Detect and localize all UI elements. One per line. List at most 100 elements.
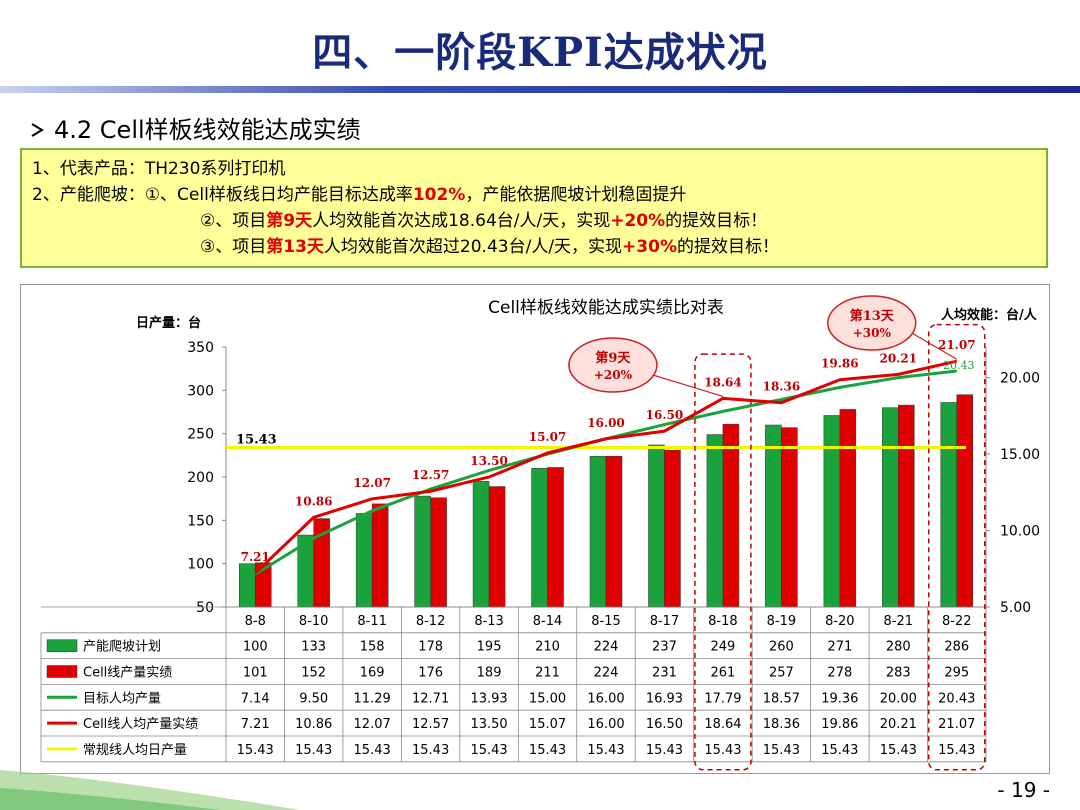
bar-actual <box>605 455 623 608</box>
callout-day: 第9天 <box>595 350 631 366</box>
bar-actual <box>664 449 681 608</box>
table-cell: 16.50 <box>646 717 683 732</box>
table-cell: 260 <box>769 640 794 655</box>
category-label: 8-14 <box>533 614 563 629</box>
table-cell: 261 <box>711 666 736 681</box>
table-cell: 169 <box>360 666 385 681</box>
point-label: 15.07 <box>529 430 567 444</box>
bar-plan <box>238 563 256 608</box>
chart-panel: Cell样板线效能达成实绩比对表 日产量：台 人均效能：台/人 350 300 250 20… <box>20 284 1050 774</box>
legend-label: 产能爬坡计划 <box>83 640 161 655</box>
table-cell: 211 <box>535 666 560 681</box>
table-cell: 295 <box>944 666 969 681</box>
bar-plan <box>531 468 548 608</box>
note-text: 的提效目标！ <box>676 237 779 257</box>
highlight-box <box>928 323 986 771</box>
bar-actual <box>898 404 915 608</box>
table-cell: 16.00 <box>587 717 624 732</box>
note-emphasis: +30% <box>622 237 677 257</box>
table-cell: 15.43 <box>587 743 624 758</box>
actual-line <box>254 359 958 575</box>
category-label: 8-8 <box>245 614 266 629</box>
bar-actual <box>839 409 857 608</box>
table-cell: 20.00 <box>880 691 917 706</box>
note-line-2: 2、产能爬坡：①、Cell样板线日均产能目标达成率102%，产能依据爬坡计划稳固… <box>32 182 1036 208</box>
bar-plan <box>823 415 841 608</box>
point-label: 19.86 <box>821 357 859 371</box>
left-tick-label: 200 <box>187 470 214 486</box>
section-title: 4.2 Cell样板线效能达成实绩 <box>54 116 361 144</box>
note-line-4: ③、项目第13天人均效能首次超过20.43台/人/天，实现+30%的提效目标！ <box>32 234 1036 260</box>
summary-note: 1、代表产品：TH230系列打印机 2、产能爬坡：①、Cell样板线日均产能目标… <box>20 148 1048 268</box>
category-label: 8-11 <box>357 614 387 629</box>
table-cell: 178 <box>418 640 443 655</box>
category-label: 8-19 <box>767 614 797 629</box>
category-label: 8-13 <box>474 614 504 629</box>
right-tick-label: 5.00 <box>1000 600 1031 616</box>
table-cell: 15.43 <box>938 743 975 758</box>
right-tick-label: 20.00 <box>1000 371 1040 387</box>
left-tick-label: 350 <box>187 340 214 356</box>
table-cell: 249 <box>711 640 736 655</box>
callout-bubble <box>827 295 917 351</box>
highlight-box <box>694 353 752 771</box>
table-cell: 224 <box>594 640 619 655</box>
callout-pointer <box>652 374 724 397</box>
table-cell: 12.07 <box>354 717 391 732</box>
table-cell: 15.43 <box>646 743 683 758</box>
table-cell: 16.00 <box>587 691 624 706</box>
right-axis-label: 人均效能：台/人 <box>941 307 1038 323</box>
point-label: 18.36 <box>763 380 801 394</box>
table-cell: 271 <box>827 640 852 655</box>
point-label: 7.21 <box>241 550 270 564</box>
note-line-3: ②、项目第9天人均效能首次达成18.64台/人/天，实现+20%的提效目标！ <box>32 208 1036 234</box>
table-cell: 210 <box>535 640 560 655</box>
point-label: 21.07 <box>938 338 976 352</box>
table-cell: 15.43 <box>237 743 274 758</box>
note-text: 1、代表产品：TH230系列打印机 <box>32 159 286 179</box>
table-cell: 158 <box>360 640 385 655</box>
callout-pointer <box>911 332 958 360</box>
category-label: 8-12 <box>416 614 446 629</box>
left-tick-label: 50 <box>196 600 214 616</box>
category-label: 8-20 <box>825 614 855 629</box>
table-cell: 176 <box>418 666 443 681</box>
decorative-wave <box>0 770 300 810</box>
category-label: 8-18 <box>708 614 738 629</box>
baseline-label: 15.43 <box>236 432 277 447</box>
legend-label: 常规线人均日产量 <box>83 743 187 758</box>
callout-day: 第13天 <box>850 308 895 324</box>
table-cell: 257 <box>769 666 794 681</box>
table-cell: 20.21 <box>880 717 917 732</box>
arrow-bullet-icon <box>31 123 44 137</box>
table-cell: 21.07 <box>938 717 975 732</box>
table-cell: 17.79 <box>704 691 741 706</box>
note-line-1: 1、代表产品：TH230系列打印机 <box>32 156 1036 182</box>
note-text: 的提效目标！ <box>665 211 768 231</box>
left-tick-label: 150 <box>187 513 214 529</box>
left-axis-label: 日产量：台 <box>136 315 201 331</box>
table-cell: 15.43 <box>880 743 917 758</box>
point-label: 16.50 <box>646 408 684 422</box>
left-tick-label: 300 <box>187 383 214 399</box>
table-cell: 237 <box>652 640 677 655</box>
end-label-green: 20.43 <box>943 359 975 372</box>
bar-actual <box>371 503 389 608</box>
bar-plan <box>706 434 724 608</box>
table-cell: 231 <box>652 666 677 681</box>
table-cell: 195 <box>477 640 502 655</box>
table-cell: 280 <box>886 640 911 655</box>
category-label: 8-15 <box>591 614 621 629</box>
page-number: - 19 - <box>997 778 1050 802</box>
point-label: 12.57 <box>412 468 450 482</box>
table-cell: 100 <box>243 640 268 655</box>
legend-swatch <box>46 665 78 678</box>
right-tick-label: 10.00 <box>1000 524 1040 540</box>
table-cell: 12.71 <box>412 691 449 706</box>
page-title: 四、一阶段KPI达成状况 <box>312 29 768 76</box>
bar-plan <box>355 513 373 608</box>
table-cell: 133 <box>301 640 326 655</box>
legend-label: Cell线人均产量实绩 <box>83 717 198 732</box>
point-label: 12.07 <box>353 476 391 490</box>
table-cell: 15.00 <box>529 691 566 706</box>
